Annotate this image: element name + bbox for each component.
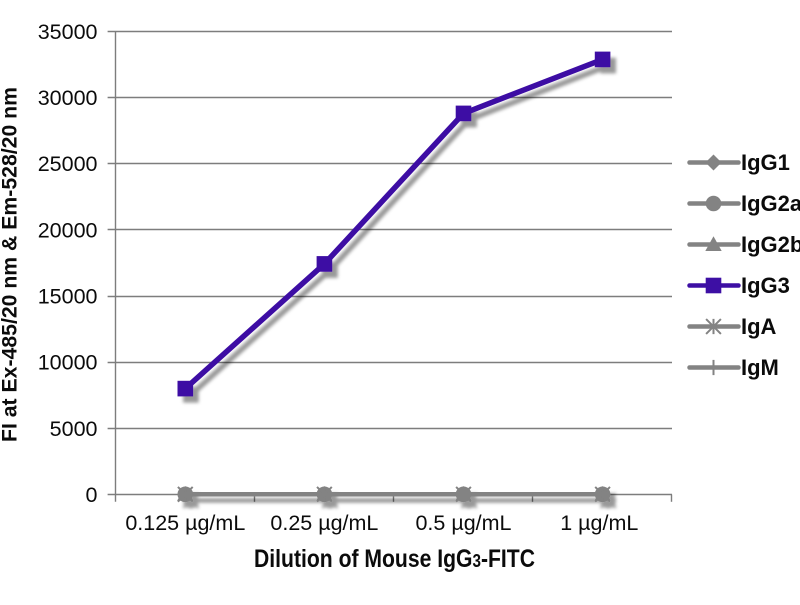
- svg-text:IgA: IgA: [741, 314, 777, 339]
- svg-text:20000: 20000: [38, 218, 98, 242]
- svg-text:0.25 µg/mL: 0.25 µg/mL: [270, 511, 378, 535]
- svg-text:0.125 µg/mL: 0.125 µg/mL: [125, 511, 245, 535]
- svg-text:0.5 µg/mL: 0.5 µg/mL: [415, 511, 511, 535]
- svg-text:FI at Ex-485/20 nm & Em-528/20: FI at Ex-485/20 nm & Em-528/20 nm: [0, 87, 21, 442]
- svg-text:Dilution of Mouse IgG3-FITC: Dilution of Mouse IgG3-FITC: [254, 545, 535, 573]
- svg-text:IgM: IgM: [741, 355, 779, 380]
- svg-text:15000: 15000: [38, 285, 98, 309]
- svg-text:IgG1: IgG1: [741, 150, 790, 175]
- svg-text:10000: 10000: [38, 351, 98, 375]
- svg-text:IgG2b: IgG2b: [741, 232, 800, 257]
- svg-text:5000: 5000: [50, 417, 98, 441]
- svg-text:25000: 25000: [38, 152, 98, 176]
- svg-text:1 µg/mL: 1 µg/mL: [560, 511, 638, 535]
- svg-text:0: 0: [86, 483, 98, 507]
- svg-text:IgG3: IgG3: [741, 273, 790, 298]
- svg-text:IgG2a: IgG2a: [741, 191, 800, 216]
- svg-text:30000: 30000: [38, 86, 98, 110]
- svg-text:35000: 35000: [38, 20, 98, 44]
